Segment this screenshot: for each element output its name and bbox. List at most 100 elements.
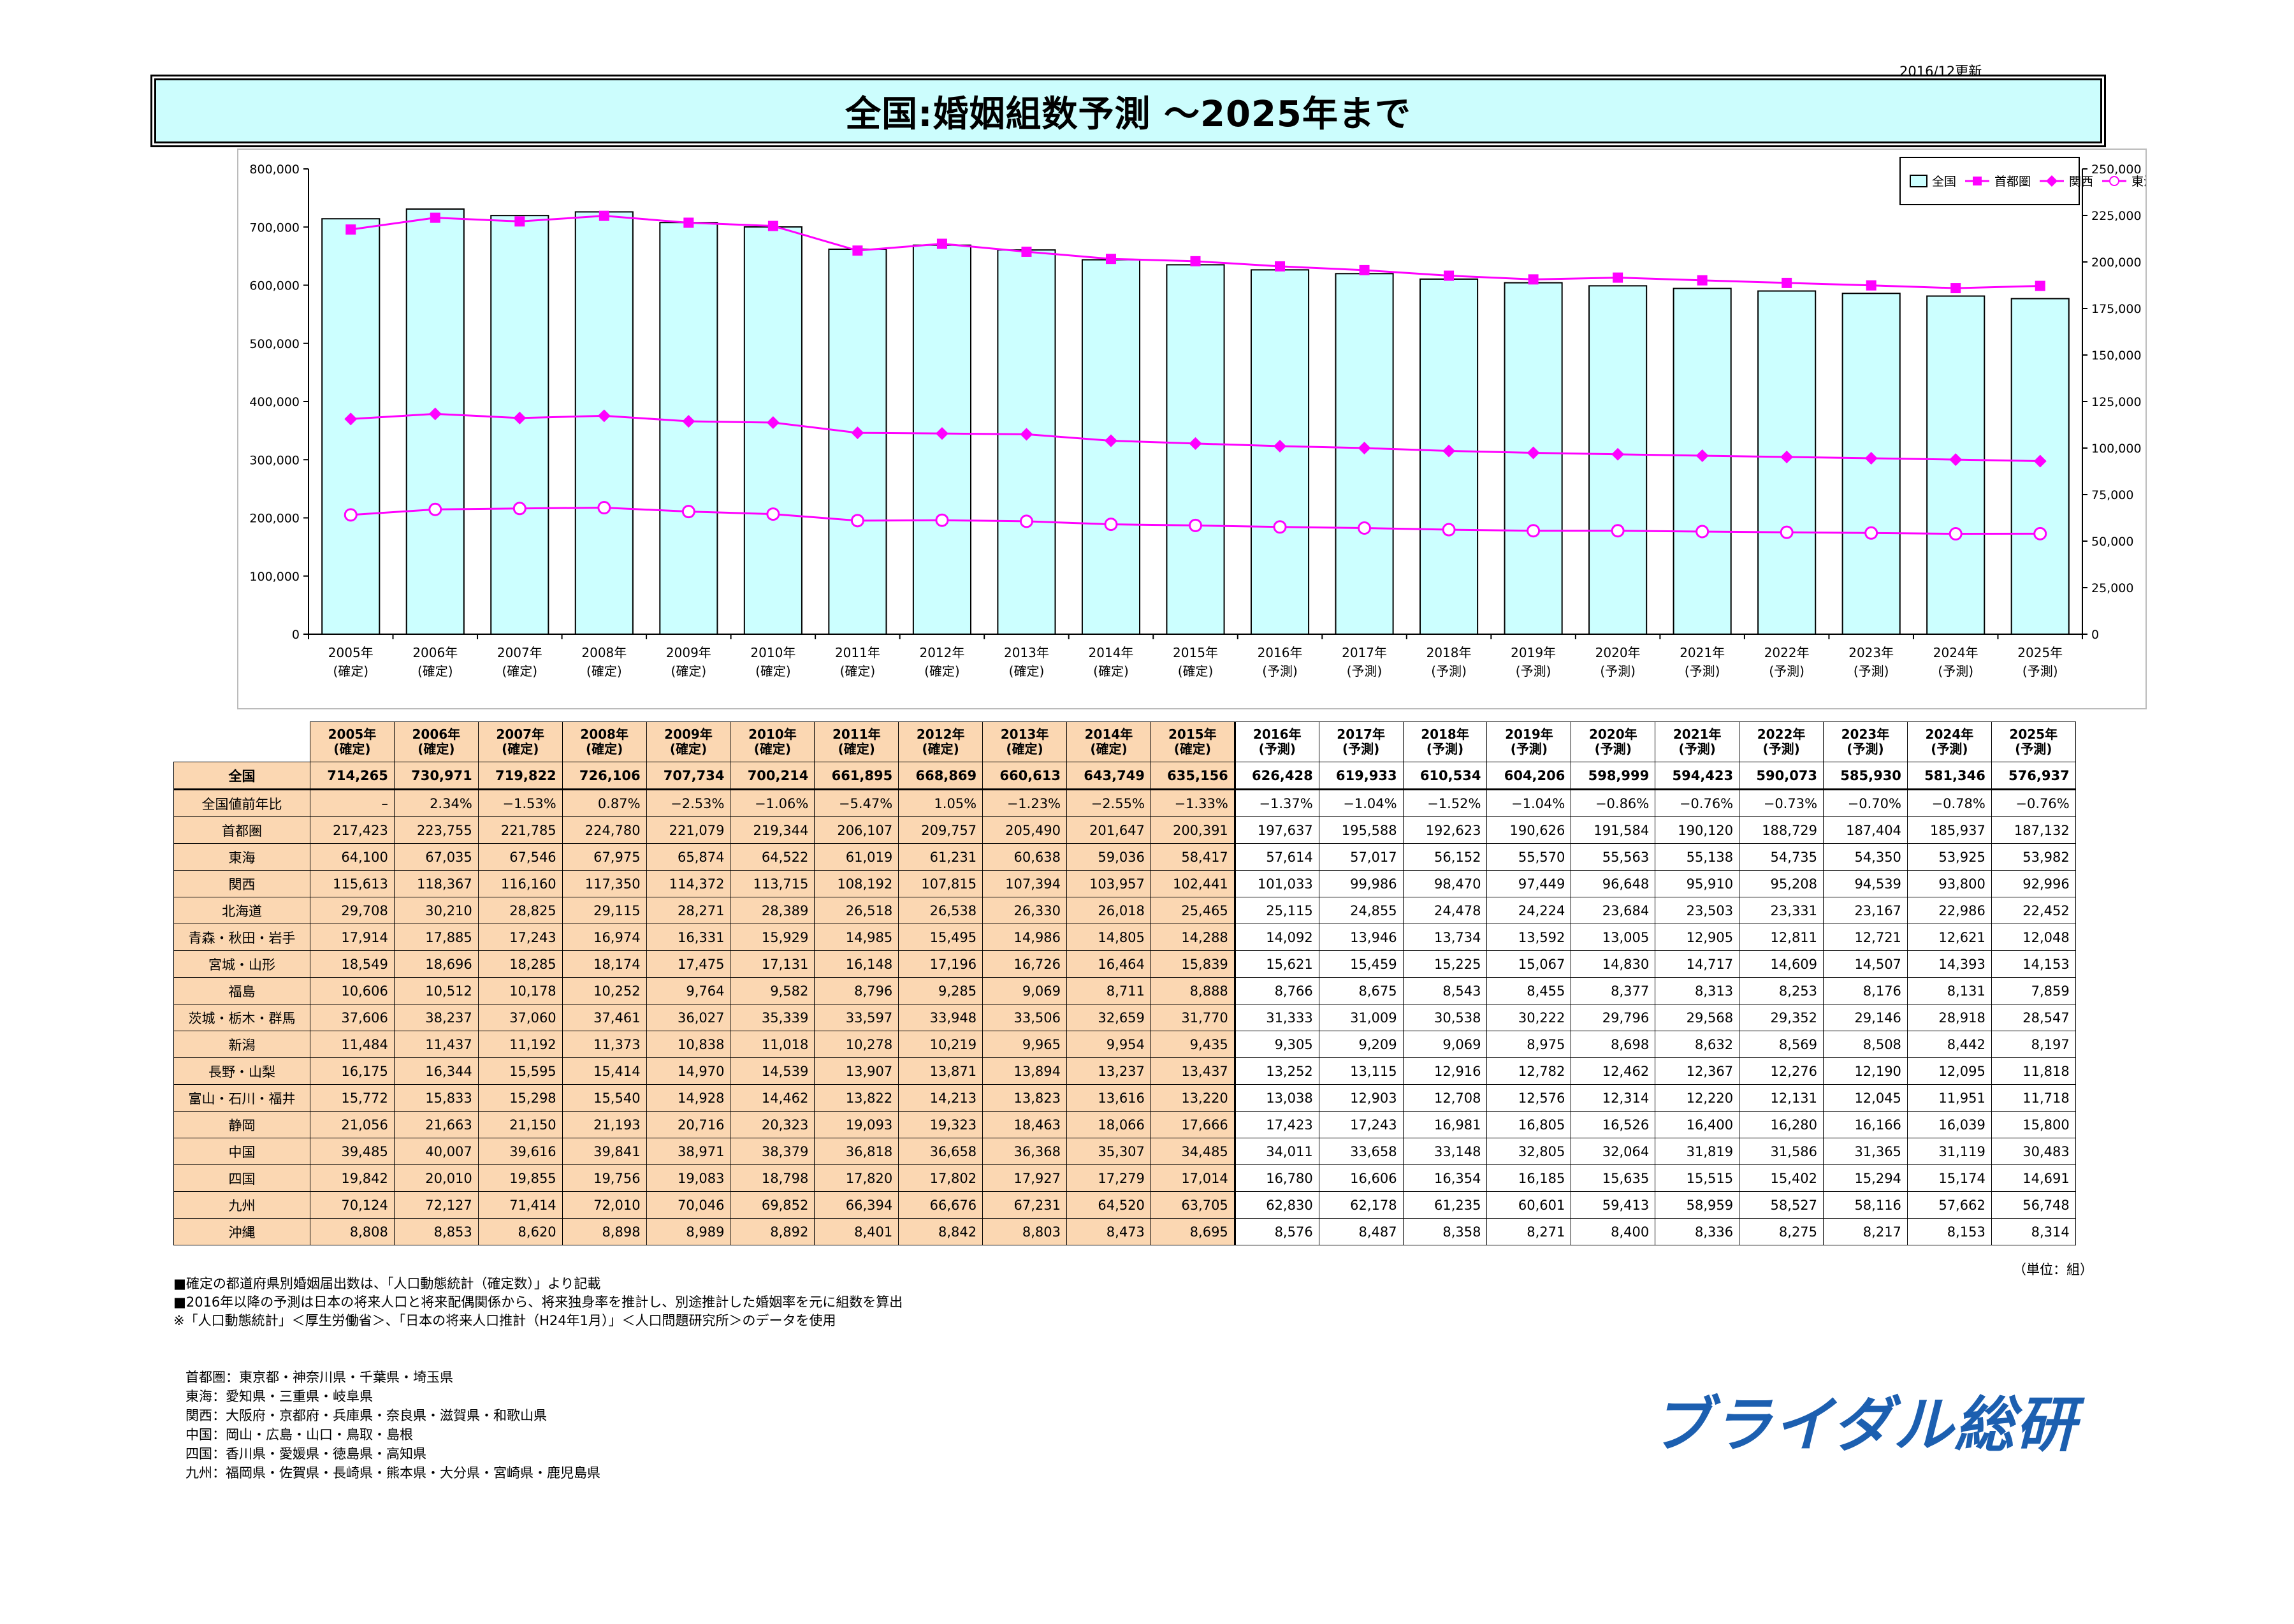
line-point-circle xyxy=(1611,524,1625,538)
table-cell: 31,586 xyxy=(1739,1138,1824,1165)
x-tick-label: 2023年 xyxy=(1848,645,1894,660)
table-cell: 92,996 xyxy=(1991,870,2076,897)
table-cell: 94,539 xyxy=(1823,870,1908,897)
table-cell: 9,305 xyxy=(1233,1031,1319,1058)
row-label: 東海 xyxy=(173,843,310,871)
table-row: 富山・石川・福井 15,772 15,833 15,298 15,540 14,928 14… xyxy=(173,1084,2076,1112)
table-cell: 14,691 xyxy=(1991,1164,2076,1192)
table-cell: 15,833 xyxy=(393,1084,479,1112)
table-cell: 8,808 xyxy=(310,1218,395,1245)
year-header-line: 2018年 xyxy=(1421,727,1469,742)
row-label: 九州 xyxy=(173,1191,310,1219)
line-point-square xyxy=(1359,265,1370,275)
table-cell: 21,663 xyxy=(393,1111,479,1138)
table-cell: 15,635 xyxy=(1571,1164,1656,1192)
year-header-line: 2015年 xyxy=(1168,727,1217,742)
table-cell: 11,718 xyxy=(1991,1084,2076,1112)
table-cell: 20,323 xyxy=(730,1111,815,1138)
table-cell: 8,892 xyxy=(730,1218,815,1245)
line-point-square xyxy=(936,238,947,249)
year-header-line: 2019年 xyxy=(1505,727,1553,742)
table-cell: 116,160 xyxy=(477,870,563,897)
line-point-square xyxy=(514,216,525,227)
table-cell: 58,959 xyxy=(1655,1191,1740,1219)
table-cell: 8,898 xyxy=(562,1218,647,1245)
table-cell: 660,613 xyxy=(982,762,1068,790)
year-header-line: (確定) xyxy=(753,741,792,757)
table-cell: 14,153 xyxy=(1991,950,2076,978)
table-cell: 185,937 xyxy=(1906,816,1992,844)
table-cell: 16,974 xyxy=(562,924,647,951)
table-row: 関西 115,613 118,367 116,160 117,350 114,372 113… xyxy=(173,870,2076,897)
table-cell: 2.34% xyxy=(393,789,479,817)
line-point-circle xyxy=(512,502,526,516)
right-tick-label: 0 xyxy=(2091,628,2099,642)
left-tick-label: 300,000 xyxy=(249,453,300,467)
line-point-diamond xyxy=(851,426,864,440)
table-cell: 70,124 xyxy=(310,1191,395,1219)
table-cell: 16,185 xyxy=(1486,1164,1572,1192)
table-cell: 17,131 xyxy=(730,950,815,978)
table-cell: 15,067 xyxy=(1486,950,1572,978)
table-cell: 69,852 xyxy=(730,1191,815,1219)
row-label: 長野・山梨 xyxy=(173,1057,310,1085)
year-header: 2008年 (確定) xyxy=(562,721,647,762)
table-cell: 67,546 xyxy=(477,843,563,871)
row-label: 北海道 xyxy=(173,897,310,924)
year-header: 2014年 (確定) xyxy=(1066,721,1151,762)
year-header: 2015年 (確定) xyxy=(1150,721,1235,762)
year-header-line: (確定) xyxy=(502,741,539,757)
table-cell: 8,543 xyxy=(1402,977,1488,1004)
line-point-square xyxy=(1105,254,1116,265)
year-header-line: (予測) xyxy=(1426,741,1464,757)
table-cell: 15,595 xyxy=(477,1057,563,1085)
left-tick-label: 500,000 xyxy=(249,337,300,351)
line-point-diamond xyxy=(1611,447,1625,461)
line-point-circle xyxy=(2033,526,2047,540)
x-tick-label: (確定) xyxy=(671,663,707,679)
table-cell: 15,414 xyxy=(562,1057,647,1085)
table-cell: 28,825 xyxy=(477,897,563,924)
line-point-square xyxy=(767,221,778,231)
table-cell: 14,986 xyxy=(982,924,1068,951)
table-cell: 11,437 xyxy=(393,1031,479,1058)
table-cell: 17,243 xyxy=(477,924,563,951)
table-cell: 31,770 xyxy=(1150,1004,1235,1031)
year-header: 2018年 (予測) xyxy=(1402,721,1488,762)
table-cell: 635,156 xyxy=(1150,762,1235,790)
table-cell: 626,428 xyxy=(1233,762,1319,790)
table-cell: 12,190 xyxy=(1823,1057,1908,1085)
x-tick-label: (確定) xyxy=(333,663,368,679)
title-banner: 全国:婚姻組数予測 ～2025年まで xyxy=(154,78,2102,143)
table-cell: −0.78% xyxy=(1906,789,1992,817)
year-header-line: (確定) xyxy=(417,741,455,757)
table-cell: 8,975 xyxy=(1486,1031,1572,1058)
table-cell: 12,367 xyxy=(1655,1057,1740,1085)
year-header-line: 2025年 xyxy=(2009,727,2058,742)
x-tick-label: 2015年 xyxy=(1173,645,1218,660)
table-cell: 13,822 xyxy=(814,1084,899,1112)
table-cell: 12,048 xyxy=(1991,924,2076,951)
table-row: 東海 64,100 67,035 67,546 67,975 65,874 64,522 61… xyxy=(173,843,2076,871)
table-cell: 54,350 xyxy=(1823,843,1908,871)
table-cell: 598,999 xyxy=(1571,762,1656,790)
x-tick-label: 2006年 xyxy=(412,645,458,660)
table-cell: 29,568 xyxy=(1655,1004,1740,1031)
line-point-square xyxy=(683,217,694,228)
table-cell: 8,313 xyxy=(1655,977,1740,1004)
table-cell: 12,045 xyxy=(1823,1084,1908,1112)
table-cell: 17,423 xyxy=(1233,1111,1319,1138)
line-point-diamond xyxy=(1864,451,1878,465)
legend-marker-diamond xyxy=(2046,175,2058,187)
row-label: 福島 xyxy=(173,977,310,1004)
table-cell: 59,413 xyxy=(1571,1191,1656,1219)
x-tick-label: 2011年 xyxy=(835,645,880,660)
table-cell: 8,455 xyxy=(1486,977,1572,1004)
x-tick-label: (予測) xyxy=(1938,663,1973,679)
table-cell: −1.04% xyxy=(1318,789,1404,817)
year-header: 2012年 (確定) xyxy=(898,721,984,762)
year-header: 2009年 (確定) xyxy=(646,721,731,762)
table-cell: 8,253 xyxy=(1739,977,1824,1004)
line-point-circle xyxy=(1949,527,1963,541)
table-cell: 221,079 xyxy=(646,816,731,844)
